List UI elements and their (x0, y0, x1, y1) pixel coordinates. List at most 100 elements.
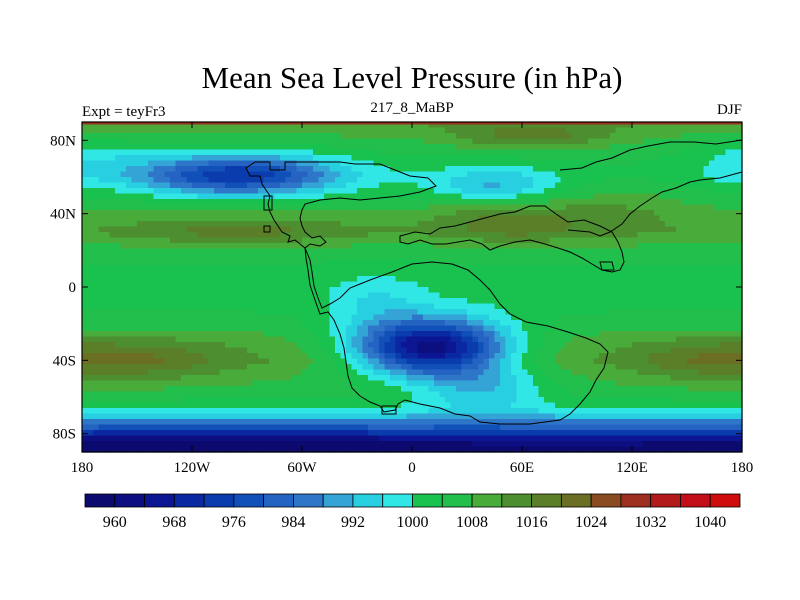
pressure-cell (544, 331, 551, 338)
pressure-cell (643, 133, 650, 140)
pressure-cell (241, 204, 248, 211)
pressure-cell (258, 248, 265, 255)
pressure-cell (472, 342, 479, 349)
pressure-cell (670, 254, 677, 261)
pressure-cell (252, 287, 259, 294)
pressure-cell (236, 138, 243, 145)
pressure-cell (643, 270, 650, 277)
pressure-cell (522, 138, 529, 145)
pressure-cell (362, 127, 369, 134)
pressure-cell (687, 177, 694, 184)
pressure-cell (379, 237, 386, 244)
pressure-cell (104, 160, 111, 167)
pressure-cell (148, 276, 155, 283)
pressure-cell (269, 138, 276, 145)
pressure-cell (544, 270, 551, 277)
pressure-cell (291, 193, 298, 200)
pressure-cell (560, 127, 567, 134)
pressure-cell (472, 166, 479, 173)
pressure-cell (87, 204, 94, 211)
pressure-cell (599, 210, 606, 217)
pressure-cell (665, 303, 672, 310)
pressure-cell (604, 298, 611, 305)
pressure-cell (450, 248, 457, 255)
pressure-cell (593, 292, 600, 299)
pressure-cell (159, 133, 166, 140)
pressure-cell (98, 138, 105, 145)
pressure-cell (137, 133, 144, 140)
pressure-cell (599, 127, 606, 134)
pressure-cell (687, 270, 694, 277)
pressure-cell (445, 160, 452, 167)
pressure-cell (219, 336, 226, 343)
pressure-cell (445, 204, 452, 211)
pressure-cell (324, 138, 331, 145)
pressure-cell (632, 325, 639, 332)
pressure-cell (731, 226, 738, 233)
pressure-cell (472, 270, 479, 277)
pressure-cell (126, 144, 133, 151)
pressure-cell (225, 127, 232, 134)
pressure-cell (648, 138, 655, 145)
pressure-cell (170, 138, 177, 145)
pressure-cell (709, 138, 716, 145)
pressure-cell (604, 177, 611, 184)
pressure-cell (736, 155, 743, 162)
pressure-cell (230, 133, 237, 140)
pressure-cell (703, 199, 710, 206)
pressure-cell (511, 155, 518, 162)
pressure-cell (621, 188, 628, 195)
pressure-cell (258, 193, 265, 200)
pressure-cell (104, 127, 111, 134)
pressure-cell (538, 188, 545, 195)
pressure-cell (593, 149, 600, 156)
pressure-cell (483, 221, 490, 228)
pressure-cell (148, 215, 155, 222)
pressure-cell (269, 336, 276, 343)
pressure-cell (659, 336, 666, 343)
pressure-cell (654, 232, 661, 239)
pressure-cell (230, 347, 237, 354)
pressure-cell (335, 199, 342, 206)
pressure-cell (676, 188, 683, 195)
pressure-cell (274, 221, 281, 228)
pressure-cell (362, 243, 369, 250)
pressure-cell (478, 243, 485, 250)
pressure-cell (500, 243, 507, 250)
pressure-cell (115, 221, 122, 228)
pressure-cell (643, 298, 650, 305)
pressure-cell (170, 122, 177, 129)
pressure-cell (687, 182, 694, 189)
pressure-cell (599, 254, 606, 261)
pressure-cell (225, 320, 232, 327)
pressure-cell (593, 138, 600, 145)
pressure-cell (450, 127, 457, 134)
pressure-cell (571, 133, 578, 140)
pressure-cell (346, 155, 353, 162)
pressure-cell (483, 331, 490, 338)
pressure-cell (401, 144, 408, 151)
pressure-cell (676, 298, 683, 305)
pressure-cell (291, 199, 298, 206)
pressure-cell (511, 320, 518, 327)
pressure-cell (395, 177, 402, 184)
pressure-cell (500, 188, 507, 195)
pressure-cell (560, 320, 567, 327)
pressure-cell (626, 276, 633, 283)
pressure-cell (302, 237, 309, 244)
pressure-cell (104, 144, 111, 151)
pressure-cell (109, 204, 116, 211)
pressure-cell (153, 320, 160, 327)
pressure-cell (720, 259, 727, 266)
pressure-cell (164, 149, 171, 156)
pressure-cell (472, 193, 479, 200)
pressure-cell (148, 199, 155, 206)
pressure-cell (280, 331, 287, 338)
pressure-cell (714, 171, 721, 178)
pressure-cell (698, 166, 705, 173)
pressure-cell (93, 270, 100, 277)
pressure-cell (406, 149, 413, 156)
pressure-cell (225, 160, 232, 167)
pressure-cell (423, 336, 430, 343)
pressure-cell (219, 292, 226, 299)
